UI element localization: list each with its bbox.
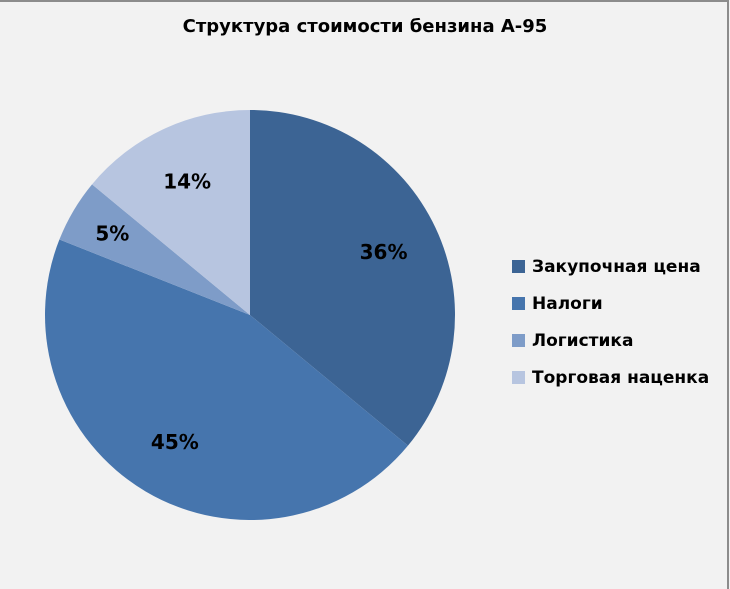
legend-swatch [512,334,525,347]
legend-item-logistics: Логистика [512,322,709,359]
slice-label: 5% [95,222,129,246]
legend-swatch [512,260,525,273]
pie-slice [45,239,408,520]
pie-slice [59,184,251,315]
pie-slice [250,110,455,446]
slice-label: 45% [151,430,199,454]
pie-slice [92,110,250,315]
legend: Закупочная цена Налоги Логистика Торгова… [512,248,709,396]
legend-item-purchase-price: Закупочная цена [512,248,709,285]
chart-title: Структура стоимости бензина А-95 [182,16,548,37]
slice-label: 14% [163,169,211,193]
slice-label: 36% [360,240,408,264]
legend-swatch [512,371,525,384]
legend-item-markup: Торговая наценка [512,359,709,396]
legend-swatch [512,297,525,310]
legend-item-taxes: Налоги [512,285,709,322]
